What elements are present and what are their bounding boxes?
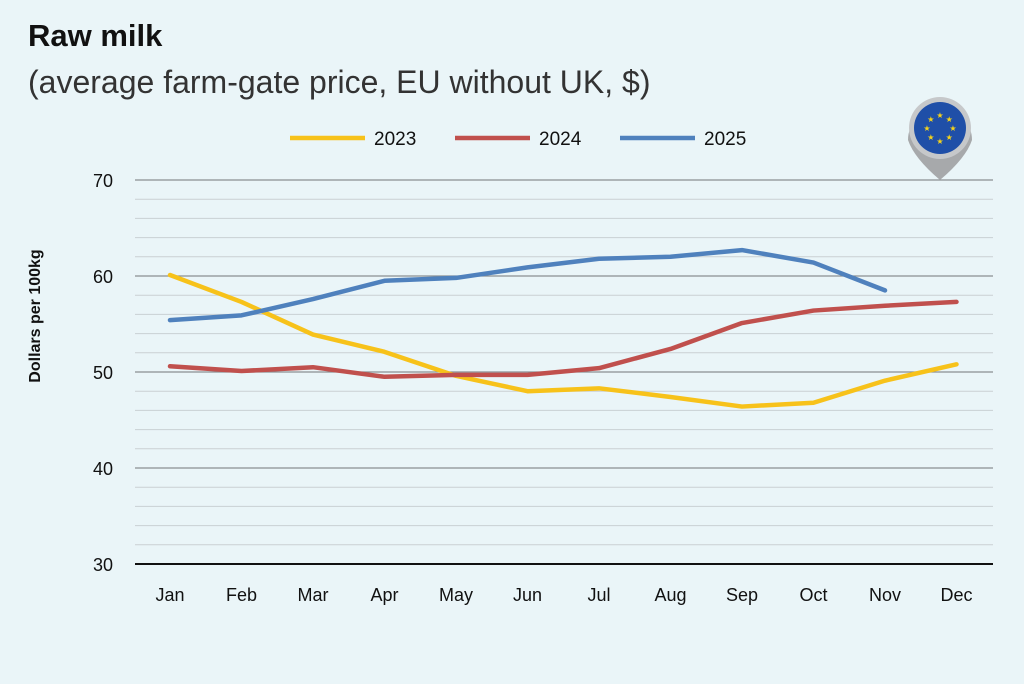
x-tick-label: Feb (226, 585, 257, 605)
y-axis-label: Dollars per 100kg (27, 249, 44, 382)
x-tick-label: Jul (587, 585, 610, 605)
x-tick-label: Apr (370, 585, 398, 605)
y-tick-label: 50 (93, 363, 113, 383)
svg-text:★: ★ (923, 124, 930, 133)
y-tick-label: 40 (93, 459, 113, 479)
series-line-2023 (167, 272, 959, 409)
series-line-2024 (167, 299, 959, 380)
x-tick-label: Sep (726, 585, 758, 605)
x-tick-label: Aug (654, 585, 686, 605)
y-tick-label: 30 (93, 555, 113, 575)
y-tick-label: 70 (93, 171, 113, 191)
svg-text:★: ★ (946, 115, 953, 124)
legend-label-2023: 2023 (374, 129, 416, 150)
svg-text:★: ★ (936, 111, 943, 120)
legend-label-2024: 2024 (539, 129, 582, 150)
series-line-2025 (167, 247, 888, 323)
legend-label-2025: 2025 (704, 129, 746, 150)
eu-flag-map-pin-icon: ★ ★★★★★★★ (908, 97, 972, 180)
chart-subtitle: (average farm-gate price, EU without UK,… (28, 64, 651, 100)
x-tick-label: Nov (869, 585, 901, 605)
x-tick-label: Jan (155, 585, 184, 605)
svg-text:★: ★ (927, 115, 934, 124)
svg-text:★: ★ (949, 124, 956, 133)
x-tick-label: May (439, 585, 473, 605)
chart-title: Raw milk (28, 18, 163, 53)
svg-text:★: ★ (927, 133, 934, 142)
x-tick-label: Mar (298, 585, 329, 605)
x-tick-label: Oct (799, 585, 827, 605)
x-tick-label: Dec (940, 585, 972, 605)
x-tick-label: Jun (513, 585, 542, 605)
svg-text:★: ★ (936, 137, 943, 146)
y-tick-label: 60 (93, 267, 113, 287)
svg-text:★: ★ (946, 133, 953, 142)
